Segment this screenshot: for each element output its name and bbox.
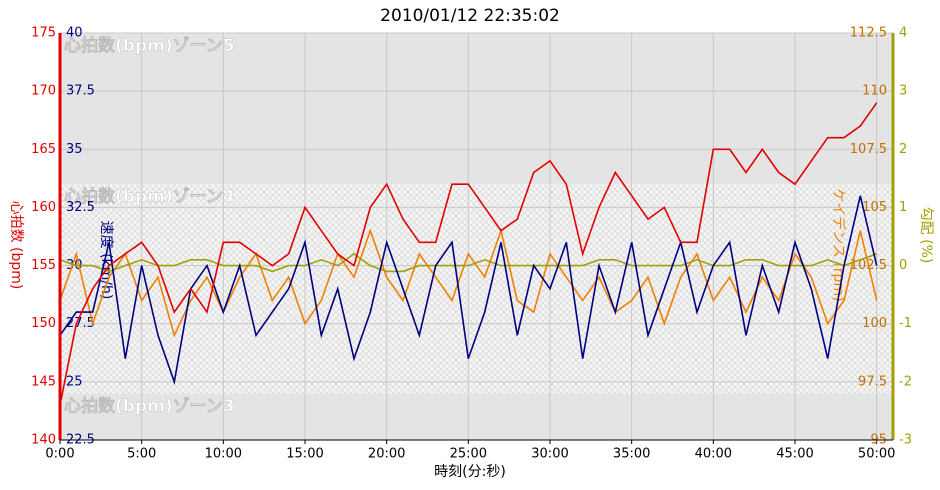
x-tick-label: 10:00 bbox=[205, 447, 242, 462]
zone-band bbox=[60, 184, 893, 394]
zone-band bbox=[60, 393, 893, 440]
series-line bbox=[59, 102, 878, 406]
chart-title: 2010/01/12 22:35:02 bbox=[380, 6, 560, 26]
speed-axis-label: 速度 (km/h) bbox=[98, 221, 114, 300]
grade-tick-label: -2 bbox=[899, 374, 912, 389]
grade-tick-label: 4 bbox=[899, 26, 907, 41]
cadence-tick-label: 107.5 bbox=[850, 142, 887, 157]
x-tick-label: 5:00 bbox=[127, 447, 156, 462]
grade-tick-label: 0 bbox=[899, 258, 907, 273]
x-axis-label: 時刻(分:秒) bbox=[434, 464, 506, 480]
hr-tick-label: 160 bbox=[31, 200, 56, 215]
zone-label: 心拍数(bpm)ゾーン5 bbox=[64, 35, 235, 56]
speed-tick-label: 32.5 bbox=[66, 200, 95, 215]
x-tick-label: 30:00 bbox=[531, 447, 568, 462]
speed-tick-label: 27.5 bbox=[66, 316, 95, 331]
cadence-tick-label: 105 bbox=[862, 200, 887, 215]
x-tick-label: 0:00 bbox=[45, 447, 74, 462]
cadence-tick-label: 112.5 bbox=[850, 26, 887, 41]
x-tick-label: 15:00 bbox=[286, 447, 323, 462]
grade-tick-label: 3 bbox=[899, 84, 907, 99]
series-line bbox=[59, 195, 878, 386]
speed-tick-label: 37.5 bbox=[66, 84, 95, 99]
series-line bbox=[59, 252, 877, 273]
x-tick-label: 45:00 bbox=[776, 447, 813, 462]
grade-tick-label: -1 bbox=[899, 316, 912, 331]
cadence-axis-label: ケイデンス (rpm) bbox=[830, 188, 847, 301]
speed-tick-label: 35 bbox=[66, 142, 83, 157]
x-tick-label: 40:00 bbox=[695, 447, 732, 462]
cadence-tick-label: 100 bbox=[862, 316, 887, 331]
grade-axis-label: 勾配 (%) bbox=[918, 207, 934, 264]
zone-band bbox=[60, 33, 893, 185]
hr-tick-label: 145 bbox=[31, 374, 56, 389]
grade-tick-label: 2 bbox=[899, 142, 907, 157]
hr-tick-label: 165 bbox=[31, 142, 56, 157]
x-tick-label: 50:00 bbox=[858, 447, 895, 462]
x-tick-label: 20:00 bbox=[368, 447, 405, 462]
hr-tick-label: 150 bbox=[31, 316, 56, 331]
x-tick-label: 35:00 bbox=[613, 447, 650, 462]
speed-tick-label: 40 bbox=[66, 26, 83, 41]
hr-tick-label: 170 bbox=[31, 84, 56, 99]
grade-tick-label: -3 bbox=[899, 433, 912, 448]
zone-label: 心拍数(bpm)ゾーン3 bbox=[64, 395, 235, 416]
hr-tick-label: 175 bbox=[31, 26, 56, 41]
cadence-tick-label: 110 bbox=[862, 84, 887, 99]
x-tick-label: 25:00 bbox=[450, 447, 487, 462]
hr-tick-label: 155 bbox=[31, 258, 56, 273]
y-axis-label: 心拍数 (bpm) bbox=[8, 201, 24, 290]
hr-tick-label: 140 bbox=[31, 433, 56, 448]
zone-label: 心拍数(bpm)ゾーン4 bbox=[64, 186, 235, 207]
cadence-tick-label: 97.5 bbox=[858, 374, 887, 389]
grade-tick-label: 1 bbox=[899, 200, 907, 215]
speed-tick-label: 25 bbox=[66, 374, 83, 389]
